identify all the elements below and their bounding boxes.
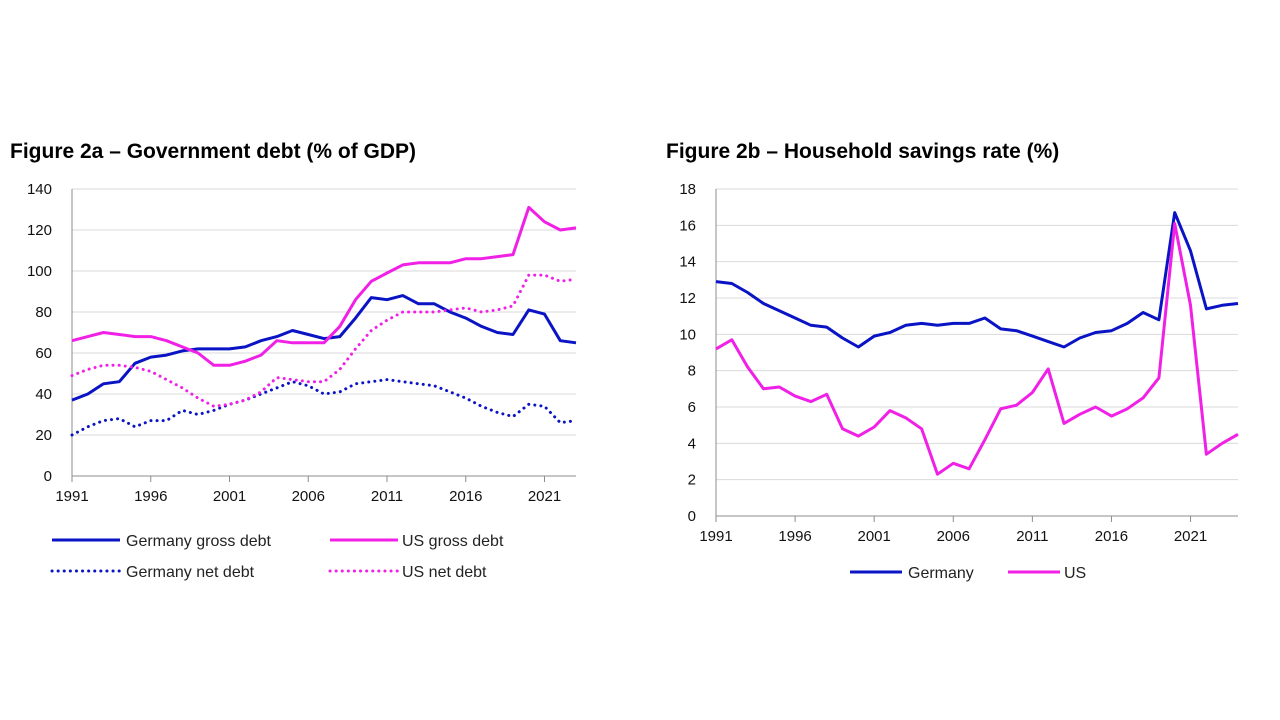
x-tick-label-1991: 1991: [55, 488, 88, 505]
x-ticks-government-debt: 1991 1996 2001 2006 2011 2016 2021: [55, 476, 561, 505]
x-tick-label-2016: 2016: [449, 488, 482, 505]
series-government-debt: [70, 205, 578, 437]
y-tick-label-80: 80: [35, 304, 52, 321]
series-line-us-net-debt: [70, 273, 578, 408]
series-line-us: [715, 222, 1239, 476]
y-tick-label-60: 60: [35, 345, 52, 362]
x-tick-label-2001: 2001: [213, 488, 246, 505]
grid-household-savings: [715, 188, 1238, 517]
legend-government-debt: Germany gross debt US gross debt Germany…: [50, 533, 504, 581]
legend-label-us-net-debt: US net debt: [402, 564, 487, 581]
chart-government-debt: Figure 2a – Government debt (% of GDP) 0…: [10, 140, 578, 581]
chart-household-savings: Figure 2b – Household savings rate (%) 0…: [666, 140, 1239, 582]
y-tick-label-0: 0: [44, 468, 52, 485]
x-tick-label-2016: 2016: [1095, 528, 1128, 545]
series-line-us-gross-debt: [71, 205, 577, 367]
legend-label-germany-net-debt: Germany net debt: [126, 564, 255, 581]
x-ticks-household-savings: 1991 1996 2001 2006 2011 2016 2021: [699, 516, 1207, 545]
y-tick-label-20: 20: [35, 427, 52, 444]
y-ticks-household-savings: 0 2 4 6 8 10 12 14 16 18: [679, 181, 696, 525]
legend-label-us-gross-debt: US gross debt: [402, 533, 504, 550]
x-tick-label-1996: 1996: [134, 488, 167, 505]
y-tick-label-0: 0: [688, 508, 696, 525]
y-tick-label-18: 18: [679, 181, 696, 198]
legend-label-germany: Germany: [908, 565, 974, 582]
y-tick-label-14: 14: [679, 254, 696, 271]
y-tick-label-40: 40: [35, 386, 52, 403]
x-tick-label-2011: 2011: [1016, 528, 1048, 545]
x-tick-label-2011: 2011: [371, 488, 403, 505]
y-tick-label-12: 12: [679, 290, 696, 307]
legend-household-savings: Germany US: [850, 565, 1086, 582]
legend-label-us: US: [1064, 565, 1086, 582]
x-tick-label-2006: 2006: [937, 528, 970, 545]
series-line-germany: [715, 211, 1239, 349]
series-line-germany-net-debt: [70, 378, 578, 437]
y-tick-label-2: 2: [688, 472, 696, 489]
y-tick-label-140: 140: [27, 181, 52, 198]
x-tick-label-1991: 1991: [699, 528, 732, 545]
y-tick-label-100: 100: [27, 263, 52, 280]
y-tick-label-120: 120: [27, 222, 52, 239]
x-tick-label-2001: 2001: [857, 528, 890, 545]
series-line-germany-gross-debt: [71, 294, 577, 402]
x-tick-label-2021: 2021: [528, 488, 561, 505]
y-tick-label-4: 4: [688, 435, 696, 452]
grid-government-debt: [71, 188, 576, 477]
chart-title-government-debt: Figure 2a – Government debt (% of GDP): [10, 140, 416, 163]
y-tick-label-6: 6: [688, 399, 696, 416]
legend-label-germany-gross-debt: Germany gross debt: [126, 533, 272, 550]
series-household-savings: [715, 211, 1239, 476]
x-tick-label-2006: 2006: [292, 488, 325, 505]
y-tick-label-16: 16: [679, 217, 696, 234]
x-tick-label-1996: 1996: [778, 528, 811, 545]
y-tick-label-10: 10: [679, 326, 696, 343]
y-ticks-government-debt: 0 20 40 60 80 100 120 140: [27, 181, 52, 485]
chart-title-household-savings: Figure 2b – Household savings rate (%): [666, 140, 1059, 163]
x-tick-label-2021: 2021: [1174, 528, 1207, 545]
y-tick-label-8: 8: [688, 363, 696, 380]
